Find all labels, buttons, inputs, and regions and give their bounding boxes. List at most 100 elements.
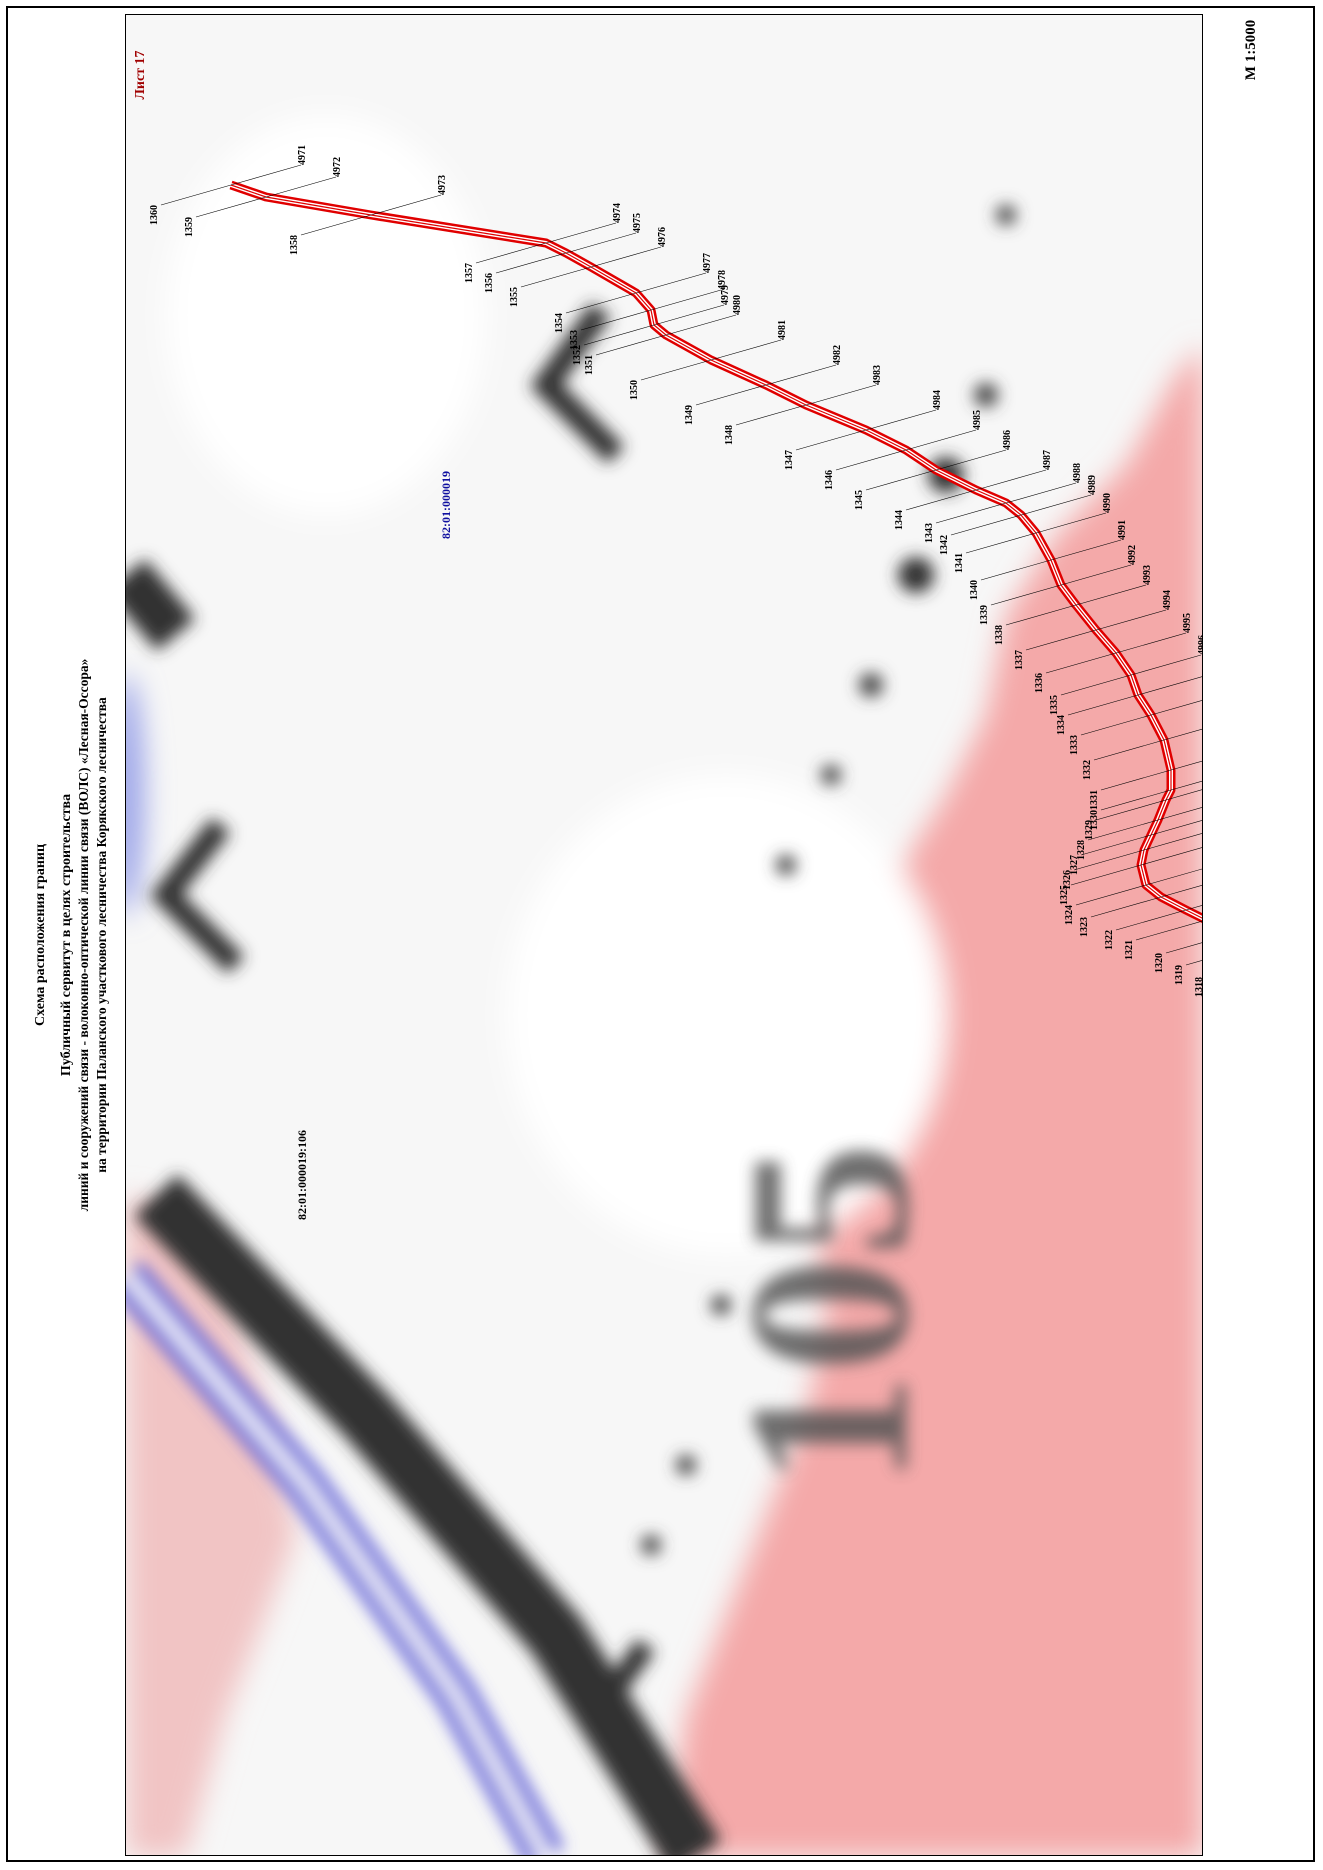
point-label-right: 4975 bbox=[632, 213, 643, 233]
label-leader bbox=[1020, 494, 1092, 516]
label-leader bbox=[1100, 789, 1172, 811]
map-area: 105 4971 4972 4973 4974 4975 4976 4977 4978 4979… bbox=[125, 14, 1203, 1856]
label-leader bbox=[1095, 799, 1167, 821]
point-label-right: 4987 bbox=[1042, 450, 1053, 470]
label-leader bbox=[1137, 676, 1202, 696]
label-leader bbox=[545, 222, 617, 244]
point-label-left: 1347 bbox=[784, 450, 795, 470]
label-leader bbox=[990, 584, 1062, 606]
label-leader bbox=[370, 194, 442, 216]
point-label-left: 1351 bbox=[584, 355, 595, 375]
point-label-right: 4993 bbox=[1142, 565, 1153, 585]
label-leader bbox=[230, 164, 302, 186]
label-leader bbox=[1095, 609, 1167, 631]
label-leader bbox=[935, 449, 1007, 471]
road-dark bbox=[134, 1174, 722, 1855]
point-label-left: 1358 bbox=[289, 235, 300, 255]
lake-edge bbox=[126, 675, 144, 915]
boundary-dot bbox=[898, 557, 934, 593]
label-leader bbox=[1080, 714, 1152, 736]
point-label-left: 1355 bbox=[509, 287, 520, 307]
point-label-right: 4983 bbox=[872, 365, 883, 385]
point-label-left: 1319 bbox=[1174, 965, 1185, 985]
point-label-right: 4991 bbox=[1117, 520, 1128, 540]
label-leader bbox=[935, 502, 1007, 524]
label-leader bbox=[1115, 632, 1187, 654]
label-leader bbox=[565, 292, 637, 314]
point-label-left: 1350 bbox=[629, 380, 640, 400]
label-leader bbox=[1080, 834, 1152, 856]
label-leader bbox=[835, 449, 907, 471]
label-leader bbox=[735, 404, 807, 426]
label-leader bbox=[583, 324, 655, 346]
title-subheading: Публичный сервитут в целях строительства bbox=[59, 794, 74, 1076]
label-leader bbox=[1090, 896, 1162, 918]
label-leader bbox=[1145, 868, 1202, 886]
label-leader bbox=[1045, 652, 1117, 674]
point-label-right: 4990 bbox=[1102, 493, 1113, 513]
label-leader bbox=[640, 359, 712, 381]
map-number: 105 bbox=[701, 1143, 956, 1488]
label-leader bbox=[710, 339, 782, 361]
road-dark-upper bbox=[126, 558, 196, 652]
label-leader bbox=[1143, 833, 1202, 851]
road-blue-inner bbox=[126, 1271, 552, 1855]
label-leader bbox=[565, 232, 637, 254]
label-leader bbox=[695, 384, 767, 406]
label-leader bbox=[665, 314, 737, 336]
point-label-right: 4985 bbox=[972, 410, 983, 430]
label-leader bbox=[1050, 539, 1122, 561]
point-label-right: 4992 bbox=[1127, 545, 1138, 565]
point-label-right: 4995 bbox=[1182, 613, 1193, 633]
label-leader bbox=[160, 184, 232, 206]
label-leader bbox=[635, 272, 707, 294]
point-label-right: 4996 bbox=[1197, 635, 1203, 655]
point-label-left: 1340 bbox=[969, 580, 980, 600]
point-label-left: 1332 bbox=[1082, 760, 1093, 780]
point-label-left: 1352 bbox=[572, 345, 583, 365]
boundary-marker bbox=[149, 817, 245, 974]
title-margin: Схема расположения границ Публичный серв… bbox=[33, 658, 109, 1211]
point-label-right: 4977 bbox=[702, 253, 713, 273]
label-leader bbox=[905, 429, 977, 451]
label-leader bbox=[1005, 604, 1077, 626]
label-leader bbox=[1005, 482, 1077, 504]
title-territory: на территории Паланского участкового лес… bbox=[94, 697, 109, 1173]
label-leader bbox=[265, 176, 337, 198]
label-leader bbox=[1150, 700, 1202, 716]
label-leader bbox=[1093, 739, 1165, 761]
point-label-left: 1324 bbox=[1064, 905, 1075, 925]
label-leader bbox=[580, 309, 652, 331]
point-label-left: 1346 bbox=[824, 470, 835, 490]
point-label-right: 4974 bbox=[612, 203, 623, 223]
point-label-right: 4971 bbox=[297, 145, 308, 165]
point-label-left: 1341 bbox=[954, 553, 965, 573]
label-leader bbox=[1135, 920, 1202, 941]
boundary-dot bbox=[859, 673, 883, 697]
label-leader bbox=[765, 364, 837, 386]
point-label-right: 4979 bbox=[720, 285, 731, 305]
point-label-left: 1356 bbox=[484, 273, 495, 293]
point-label-left: 1338 bbox=[994, 625, 1005, 645]
point-label-left: 1336 bbox=[1034, 673, 1045, 693]
map-canvas: 105 4971 4972 4973 4974 4975 4976 4977 49784979… bbox=[126, 50, 1203, 1855]
boundary-dot bbox=[676, 1455, 696, 1475]
label-leader bbox=[1165, 789, 1202, 801]
label-leader bbox=[1060, 564, 1132, 586]
label-leader bbox=[975, 469, 1047, 491]
scale-margin: М 1:5000 bbox=[1243, 20, 1259, 80]
label-leader bbox=[1185, 960, 1202, 966]
forest-zone bbox=[666, 347, 1202, 1855]
servitude-route bbox=[229, 180, 1202, 924]
point-label-right: 4976 bbox=[657, 227, 668, 247]
label-leader bbox=[1035, 512, 1107, 534]
basemap-features bbox=[126, 205, 1016, 1855]
point-label-left: 1349 bbox=[684, 405, 695, 425]
label-leader bbox=[653, 304, 725, 326]
label-leader bbox=[1087, 819, 1159, 841]
label-leader bbox=[865, 409, 937, 431]
point-label-right: 4988 bbox=[1072, 463, 1083, 483]
point-label-right: 4989 bbox=[1087, 475, 1098, 495]
point-label-left: 1329 bbox=[1084, 820, 1095, 840]
